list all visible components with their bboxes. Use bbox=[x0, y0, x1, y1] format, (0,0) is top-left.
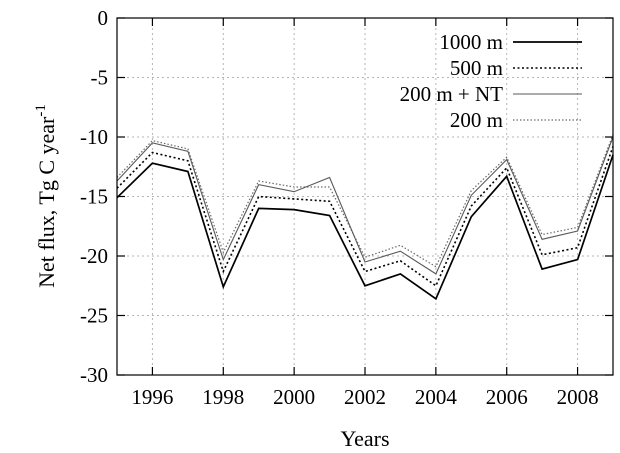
x-tick-label: 2002 bbox=[344, 385, 386, 409]
x-tick-label: 2008 bbox=[557, 385, 599, 409]
y-tick-label: 0 bbox=[98, 6, 109, 30]
axis-ticks: 0 -5 -10 -15 -20 -25 -30 1996 1998 2000 2002 2004 20… bbox=[80, 6, 613, 409]
y-axis-label-superscript: -1 bbox=[33, 104, 49, 117]
grid-lines bbox=[117, 18, 613, 375]
series-line-0 bbox=[116, 154, 614, 301]
y-tick-label: -15 bbox=[80, 185, 108, 209]
y-tick-label: -30 bbox=[80, 363, 108, 387]
x-tick-label: 1998 bbox=[202, 385, 244, 409]
y-tick-label: -25 bbox=[80, 304, 108, 328]
x-tick-label: 2000 bbox=[273, 385, 315, 409]
y-tick-label: -5 bbox=[91, 66, 109, 90]
y-axis-label: Net flux, Tg C year-1 bbox=[33, 104, 59, 288]
x-tick-label: 2006 bbox=[486, 385, 528, 409]
legend-label: 200 m bbox=[450, 108, 503, 132]
y-axis-label-text: Net flux, Tg C year bbox=[34, 116, 59, 288]
x-tick-label: 1996 bbox=[131, 385, 173, 409]
legend-label: 1000 m bbox=[439, 30, 503, 54]
series-line-2 bbox=[116, 136, 614, 275]
series-lines bbox=[116, 134, 614, 301]
x-tick-label: 2004 bbox=[415, 385, 458, 409]
y-tick-label: -10 bbox=[80, 125, 108, 149]
x-axis-label: Years bbox=[340, 426, 389, 451]
y-tick-label: -20 bbox=[80, 244, 108, 268]
legend-label: 200 m + NT bbox=[400, 82, 504, 106]
legend-label: 500 m bbox=[450, 56, 503, 80]
